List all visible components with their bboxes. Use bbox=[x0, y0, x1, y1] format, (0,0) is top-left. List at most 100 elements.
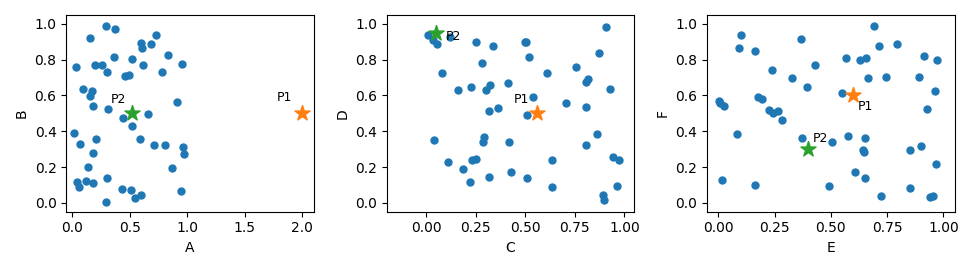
Point bbox=[800, 147, 816, 151]
Point bbox=[503, 170, 519, 174]
Text: P1: P1 bbox=[277, 91, 292, 104]
Point bbox=[603, 87, 618, 92]
Point bbox=[520, 176, 535, 180]
Point bbox=[751, 95, 766, 99]
Point bbox=[784, 76, 800, 80]
Point bbox=[124, 111, 139, 116]
Point bbox=[912, 75, 927, 79]
Point bbox=[124, 124, 139, 129]
Point bbox=[714, 178, 729, 182]
Point bbox=[794, 37, 809, 42]
Point bbox=[578, 79, 594, 84]
Point bbox=[713, 101, 728, 105]
Point bbox=[545, 158, 561, 162]
Point bbox=[859, 56, 875, 60]
Point bbox=[146, 143, 162, 147]
Point bbox=[764, 68, 780, 72]
Y-axis label: B: B bbox=[15, 109, 29, 118]
Point bbox=[526, 95, 541, 99]
Point bbox=[867, 23, 882, 28]
Point bbox=[517, 40, 532, 44]
Point bbox=[85, 150, 100, 155]
Point bbox=[747, 183, 762, 188]
X-axis label: A: A bbox=[185, 241, 195, 255]
Point bbox=[558, 101, 573, 106]
Point bbox=[596, 198, 611, 202]
Point bbox=[450, 87, 466, 92]
Point bbox=[82, 36, 98, 40]
Point bbox=[761, 108, 777, 112]
Point bbox=[135, 63, 150, 67]
Point bbox=[902, 148, 917, 153]
Point bbox=[712, 99, 727, 103]
Point bbox=[589, 131, 604, 136]
Point bbox=[913, 144, 928, 148]
Point bbox=[856, 149, 872, 154]
Point bbox=[86, 104, 101, 108]
Point bbox=[609, 184, 625, 188]
Point bbox=[89, 137, 104, 141]
Point bbox=[72, 141, 88, 146]
Point bbox=[464, 158, 480, 163]
Point bbox=[176, 145, 191, 149]
Point bbox=[522, 55, 537, 59]
Point bbox=[475, 140, 490, 144]
Point bbox=[852, 58, 868, 63]
Point bbox=[84, 89, 99, 93]
Point bbox=[434, 70, 449, 75]
Point bbox=[580, 77, 596, 81]
Point bbox=[106, 55, 122, 59]
Point bbox=[916, 53, 932, 58]
Point bbox=[75, 87, 91, 91]
Point bbox=[420, 33, 436, 38]
Point bbox=[127, 196, 142, 200]
Point bbox=[800, 85, 815, 89]
Point bbox=[107, 27, 123, 32]
Point bbox=[824, 140, 839, 144]
Point bbox=[878, 75, 894, 79]
Point bbox=[157, 143, 173, 147]
Point bbox=[133, 137, 148, 141]
Y-axis label: F: F bbox=[656, 109, 670, 117]
Point bbox=[518, 40, 533, 45]
Point bbox=[857, 136, 873, 141]
Point bbox=[765, 111, 781, 115]
Point bbox=[716, 104, 731, 108]
Text: P1: P1 bbox=[514, 93, 528, 106]
Point bbox=[847, 170, 863, 175]
Text: P1: P1 bbox=[858, 100, 874, 113]
Point bbox=[871, 44, 886, 48]
Point bbox=[294, 111, 310, 116]
Point bbox=[821, 184, 837, 188]
Y-axis label: D: D bbox=[335, 108, 349, 119]
Point bbox=[755, 97, 770, 102]
Point bbox=[486, 44, 501, 48]
Point bbox=[482, 109, 497, 113]
Point bbox=[98, 200, 113, 204]
Point bbox=[86, 181, 101, 186]
Point bbox=[747, 48, 762, 53]
Point bbox=[443, 35, 458, 40]
Point bbox=[922, 195, 938, 200]
Text: P2: P2 bbox=[813, 132, 829, 145]
Point bbox=[441, 160, 456, 164]
Point bbox=[468, 157, 484, 162]
Point bbox=[87, 63, 102, 67]
Point bbox=[731, 46, 747, 50]
Point bbox=[845, 93, 861, 98]
Point bbox=[501, 140, 517, 144]
Point bbox=[115, 116, 131, 120]
Point bbox=[455, 167, 471, 171]
X-axis label: E: E bbox=[827, 241, 836, 255]
Point bbox=[599, 24, 614, 29]
Point bbox=[490, 106, 506, 110]
Point bbox=[429, 42, 445, 46]
Point bbox=[919, 107, 935, 112]
Point bbox=[770, 109, 786, 113]
Point bbox=[591, 51, 606, 56]
Point bbox=[155, 70, 171, 75]
Point bbox=[889, 42, 905, 46]
Point bbox=[121, 73, 137, 77]
Point bbox=[160, 52, 176, 57]
Point bbox=[927, 89, 943, 93]
